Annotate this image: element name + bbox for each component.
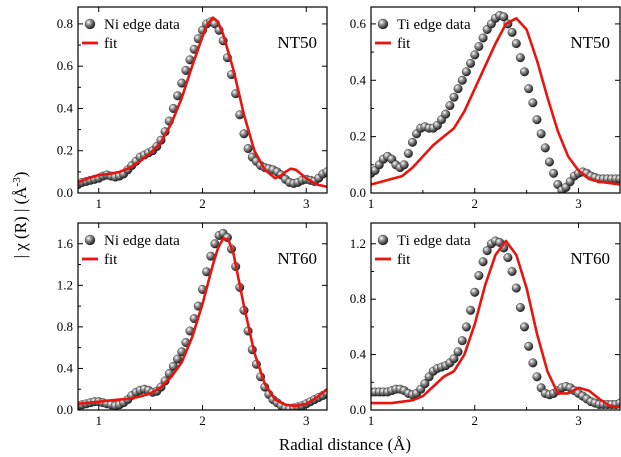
legend-marker <box>378 235 388 245</box>
y-tick-label: 1.6 <box>57 236 74 251</box>
data-point <box>541 144 550 153</box>
data-point <box>508 28 517 37</box>
legend-label-data: Ti edge data <box>397 17 471 33</box>
data-point <box>244 144 253 153</box>
y-tick-label: 0.4 <box>57 360 74 375</box>
y-tick-label: 0.0 <box>350 402 366 417</box>
legend-marker <box>85 235 95 245</box>
data-point <box>529 99 538 108</box>
data-point <box>446 101 455 110</box>
y-tick-label: 1.2 <box>57 277 73 292</box>
y-tick-label: 0.0 <box>350 185 366 200</box>
x-tick-label: 2 <box>199 413 206 428</box>
data-point <box>454 348 463 357</box>
data-point <box>475 42 484 51</box>
data-point <box>462 68 471 77</box>
data-point <box>240 130 249 139</box>
data-point <box>516 303 525 312</box>
y-tick-label: 0.6 <box>350 16 367 31</box>
data-point <box>475 271 484 280</box>
y-tick-label: 1.2 <box>350 236 366 251</box>
panel-bottom-left: 1 2 3 0.0 0.4 0.8 1.2 1.6 Ni edge data fit NT60 <box>57 223 332 428</box>
panel-label: NT50 <box>277 33 317 52</box>
data-point <box>504 253 513 262</box>
legend-label-fit: fit <box>397 252 411 268</box>
y-axis-title: | χ (R) | (Å-3) <box>11 172 30 259</box>
data-point <box>508 267 517 276</box>
data-point <box>450 93 459 102</box>
data-point <box>524 84 533 93</box>
data-point <box>524 342 533 351</box>
data-point <box>545 158 554 167</box>
y-tick-label: 0.4 <box>350 347 367 362</box>
legend-label-data: Ti edge data <box>397 233 471 249</box>
data-point <box>516 53 525 62</box>
legend-label-data: Ni edge data <box>104 233 180 249</box>
y-tick-label: 0.8 <box>350 291 366 306</box>
data-point <box>549 169 558 178</box>
y-tick-label: 0.4 <box>350 72 367 87</box>
data-point <box>400 161 409 170</box>
legend-label-fit: fit <box>104 252 118 268</box>
data-point <box>466 306 475 315</box>
y-tick-label: 0.2 <box>350 129 366 144</box>
x-tick-label: 2 <box>472 413 479 428</box>
data-point <box>512 39 521 48</box>
data-point <box>520 323 529 332</box>
data-point <box>529 359 538 368</box>
y-tick-label: 0.8 <box>57 16 73 31</box>
data-point <box>471 51 480 60</box>
data-point <box>458 76 467 85</box>
panel-top-right: 1 2 3 0.0 0.2 0.4 0.6 Ti edge data fit NT50 <box>350 7 621 211</box>
x-tick-label: 1 <box>96 413 103 428</box>
data-point <box>520 68 529 77</box>
y-tick-label: 0.0 <box>57 402 73 417</box>
x-tick-label: 3 <box>575 413 582 428</box>
data-point <box>454 84 463 93</box>
data-point <box>466 59 475 68</box>
data-point <box>408 138 417 147</box>
panel-label: NT60 <box>570 249 610 268</box>
x-tick-label: 2 <box>199 196 206 211</box>
x-tick-label: 1 <box>368 196 375 211</box>
legend-label-data: Ni edge data <box>104 17 180 33</box>
y-tick-label: 0.8 <box>57 319 73 334</box>
legend-marker <box>378 19 388 29</box>
y-tick-label: 0.4 <box>57 100 74 115</box>
panel-top-left: 1 2 3 0.0 0.2 0.4 0.6 0.8 Ni edge data fit NT50 <box>57 7 332 211</box>
data-point <box>537 130 546 139</box>
data-point <box>404 149 413 158</box>
data-point <box>441 110 450 119</box>
y-tick-label: 0.2 <box>57 143 73 158</box>
x-axis-title: Radial distance (Å) <box>279 435 411 454</box>
data-point <box>512 284 521 293</box>
legend-marker <box>85 19 95 29</box>
legend-label-fit: fit <box>104 36 118 52</box>
x-tick-label: 3 <box>575 196 582 211</box>
x-tick-label: 3 <box>303 196 310 211</box>
data-point <box>462 323 471 332</box>
data-point <box>471 288 480 297</box>
x-tick-label: 2 <box>472 196 479 211</box>
data-point <box>479 34 488 43</box>
data-point <box>533 373 542 382</box>
x-tick-label: 3 <box>303 413 310 428</box>
panel-bottom-right: 1 2 3 0.0 0.4 0.8 1.2 Ti edge data fit NT60 <box>350 223 621 428</box>
x-tick-label: 1 <box>368 413 375 428</box>
x-tick-label: 1 <box>96 196 103 211</box>
data-point <box>458 336 467 345</box>
panel-label: NT50 <box>570 33 610 52</box>
legend-label-fit: fit <box>397 36 411 52</box>
y-tick-label: 0.6 <box>57 58 74 73</box>
data-point <box>479 258 488 267</box>
data-point <box>533 115 542 124</box>
panel-label: NT60 <box>277 249 317 268</box>
y-tick-label: 0.0 <box>57 185 73 200</box>
